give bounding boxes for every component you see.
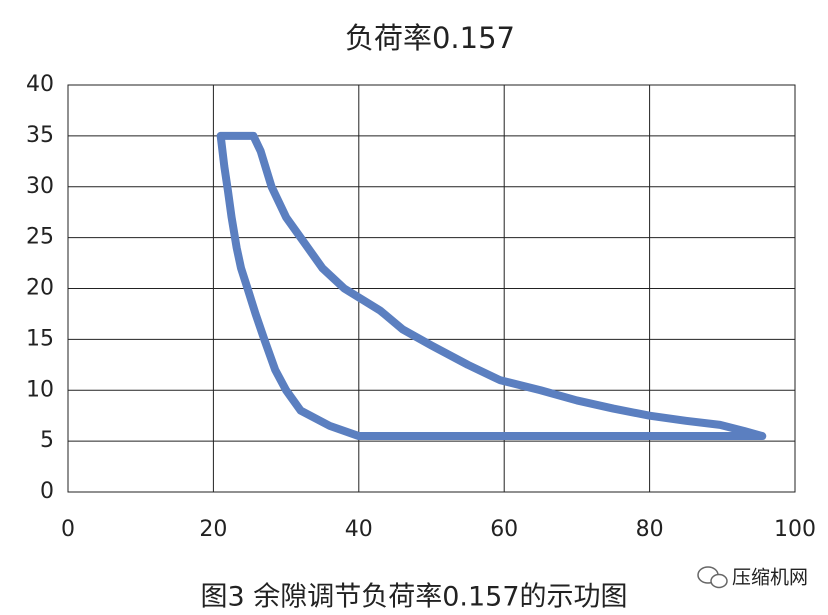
y-tick-label: 40	[26, 72, 54, 97]
y-tick-label: 0	[40, 479, 54, 504]
y-tick-label: 20	[26, 276, 54, 301]
chart-title: 负荷率0.157	[345, 21, 515, 55]
x-tick-label: 80	[636, 517, 664, 542]
y-tick-label: 15	[26, 326, 54, 351]
y-tick-label: 5	[40, 428, 54, 453]
y-tick-label: 10	[26, 377, 54, 402]
plot-border	[67, 84, 796, 493]
y-tick-label: 25	[26, 225, 54, 250]
x-tick-label: 0	[61, 517, 75, 542]
x-tick-label: 20	[199, 517, 227, 542]
y-tick-label: 30	[26, 174, 54, 199]
y-tick-label: 35	[26, 123, 54, 148]
x-tick-label: 60	[490, 517, 518, 542]
data-line	[216, 131, 767, 441]
x-tick-label: 40	[345, 517, 373, 542]
caption: 图3 余隙调节负荷率0.157的示功图	[200, 582, 627, 613]
x-tick-label: 100	[774, 517, 816, 542]
watermark: 压缩机网	[732, 567, 808, 589]
watermark-icon	[697, 566, 728, 589]
